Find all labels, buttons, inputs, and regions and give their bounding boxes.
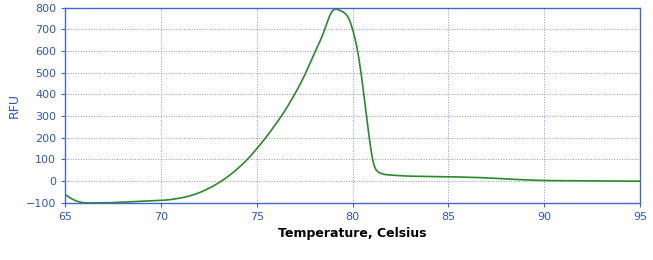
- Y-axis label: RFU: RFU: [7, 93, 20, 118]
- X-axis label: Temperature, Celsius: Temperature, Celsius: [278, 228, 427, 240]
